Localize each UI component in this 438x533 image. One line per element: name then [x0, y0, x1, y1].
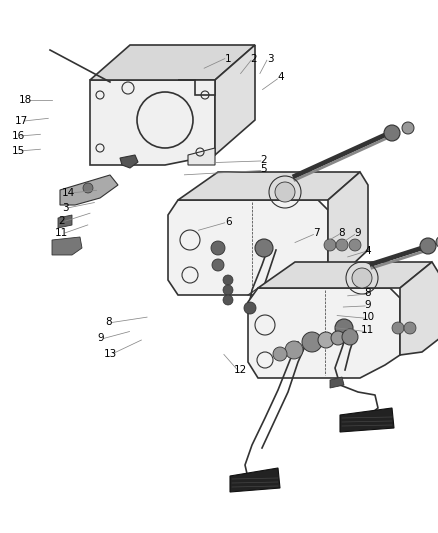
Text: 18: 18 [19, 95, 32, 105]
Circle shape [272, 347, 286, 361]
Circle shape [330, 331, 344, 345]
Polygon shape [258, 262, 431, 288]
Circle shape [223, 285, 233, 295]
Text: 9: 9 [364, 300, 371, 310]
Circle shape [301, 332, 321, 352]
Circle shape [403, 322, 415, 334]
Text: 14: 14 [61, 188, 74, 198]
Text: 1: 1 [224, 54, 231, 63]
Circle shape [419, 238, 435, 254]
Text: 6: 6 [224, 217, 231, 227]
Circle shape [391, 322, 403, 334]
Text: 13: 13 [104, 350, 117, 359]
Text: 8: 8 [105, 318, 112, 327]
Polygon shape [58, 215, 72, 228]
Circle shape [244, 302, 255, 314]
Text: 9: 9 [97, 334, 104, 343]
Polygon shape [230, 468, 279, 492]
Text: 9: 9 [353, 229, 360, 238]
Circle shape [435, 236, 438, 248]
Circle shape [351, 268, 371, 288]
Polygon shape [339, 408, 393, 432]
Text: 11: 11 [55, 229, 68, 238]
Polygon shape [60, 175, 118, 205]
Text: 11: 11 [360, 326, 374, 335]
Text: 2: 2 [259, 155, 266, 165]
Bar [207, 115, 215, 133]
Circle shape [223, 275, 233, 285]
Text: 7: 7 [312, 229, 319, 238]
Text: 12: 12 [233, 366, 247, 375]
Text: 8: 8 [364, 288, 371, 298]
Circle shape [401, 122, 413, 134]
Circle shape [323, 239, 335, 251]
Circle shape [348, 239, 360, 251]
Polygon shape [52, 237, 82, 255]
Text: 3: 3 [266, 54, 273, 63]
Circle shape [284, 341, 302, 359]
Text: 16: 16 [12, 131, 25, 141]
Text: 4: 4 [364, 246, 371, 255]
Polygon shape [215, 45, 254, 155]
Text: 15: 15 [12, 146, 25, 156]
Circle shape [334, 319, 352, 337]
Polygon shape [399, 262, 438, 355]
Circle shape [383, 125, 399, 141]
Text: 4: 4 [277, 72, 284, 82]
Polygon shape [327, 172, 367, 272]
Circle shape [211, 241, 225, 255]
Polygon shape [90, 45, 254, 80]
Circle shape [274, 182, 294, 202]
Circle shape [212, 259, 223, 271]
Polygon shape [258, 350, 311, 372]
Polygon shape [177, 172, 359, 200]
Polygon shape [90, 80, 215, 165]
Text: 5: 5 [259, 165, 266, 174]
Circle shape [223, 295, 233, 305]
Circle shape [335, 239, 347, 251]
Text: 8: 8 [337, 229, 344, 238]
Text: 3: 3 [61, 203, 68, 213]
Text: 17: 17 [14, 116, 28, 126]
Circle shape [254, 239, 272, 257]
Polygon shape [177, 80, 215, 95]
Polygon shape [168, 200, 327, 295]
Text: 10: 10 [360, 312, 374, 322]
Circle shape [341, 329, 357, 345]
Circle shape [317, 332, 333, 348]
Circle shape [83, 183, 93, 193]
Polygon shape [329, 377, 343, 388]
Polygon shape [120, 155, 138, 168]
Text: 2: 2 [58, 216, 65, 226]
Text: 2: 2 [250, 54, 257, 63]
Polygon shape [187, 148, 215, 165]
Polygon shape [247, 288, 399, 378]
